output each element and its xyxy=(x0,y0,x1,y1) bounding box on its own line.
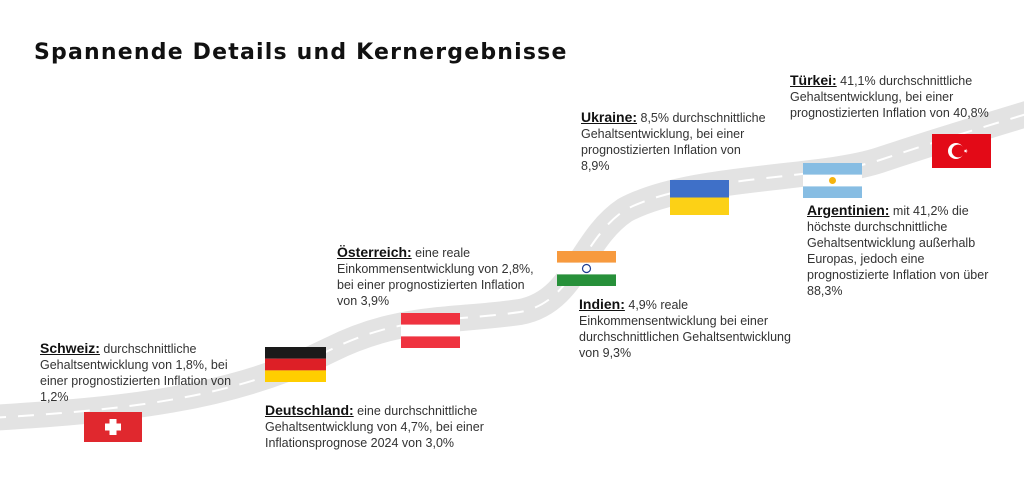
ukraine-flag xyxy=(670,180,729,215)
turkey-flag xyxy=(932,134,991,168)
info-deutschland: Deutschland: eine durchschnittliche Geha… xyxy=(265,402,530,451)
info-indien: Indien: 4,9% reale Einkommensentwicklung… xyxy=(579,296,809,361)
country-name-indien: Indien: xyxy=(579,296,625,312)
country-name-argentinien: Argentinien: xyxy=(807,202,890,218)
info-schweiz: Schweiz: durchschnittliche Gehaltsentwic… xyxy=(40,340,240,405)
info-oesterreich: Österreich: eine reale Einkommensentwick… xyxy=(337,244,542,309)
country-text-deutschland: eine durchschnittliche Gehaltsentwicklun… xyxy=(265,404,484,450)
info-tuerkei: Türkei: 41,1% durchschnittliche Gehaltse… xyxy=(790,72,990,121)
country-name-oesterreich: Österreich: xyxy=(337,244,412,260)
country-text-ukraine: 8,5% durchschnittliche Gehaltsentwicklun… xyxy=(581,111,766,173)
austria-flag xyxy=(401,313,460,348)
argentina-flag xyxy=(803,163,862,198)
page-title: Spannende Details und Kernergebnisse xyxy=(34,40,568,65)
country-name-tuerkei: Türkei: xyxy=(790,72,837,88)
country-name-ukraine: Ukraine: xyxy=(581,109,638,125)
india-flag xyxy=(557,251,616,286)
info-ukraine: Ukraine: 8,5% durchschnittliche Gehaltse… xyxy=(581,109,771,174)
country-text-schweiz: durchschnittliche Gehaltsentwicklung von… xyxy=(40,342,232,404)
country-name-deutschland: Deutschland: xyxy=(265,402,354,418)
country-text-indien: 4,9% reale Einkommensentwicklung bei ein… xyxy=(579,298,791,360)
info-argentinien: Argentinien: mit 41,2% die höchste durch… xyxy=(807,202,1002,299)
country-name-schweiz: Schweiz: xyxy=(40,340,100,356)
germany-flag xyxy=(265,347,326,382)
country-text-tuerkei: 41,1% durchschnittliche Gehaltsentwicklu… xyxy=(790,74,989,120)
switzerland-flag xyxy=(84,412,142,442)
country-text-oesterreich: eine reale Einkommensentwicklung von 2,8… xyxy=(337,246,534,308)
country-text-argentinien: mit 41,2% die höchste durchschnittliche … xyxy=(807,204,989,298)
